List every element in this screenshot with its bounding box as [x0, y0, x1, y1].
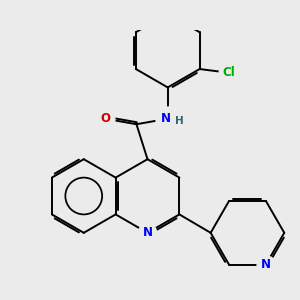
Text: O: O [100, 112, 110, 125]
Text: N: N [261, 258, 271, 271]
Text: N: N [161, 112, 171, 125]
Text: Cl: Cl [222, 66, 235, 79]
Text: N: N [142, 226, 152, 239]
Text: H: H [175, 116, 184, 126]
